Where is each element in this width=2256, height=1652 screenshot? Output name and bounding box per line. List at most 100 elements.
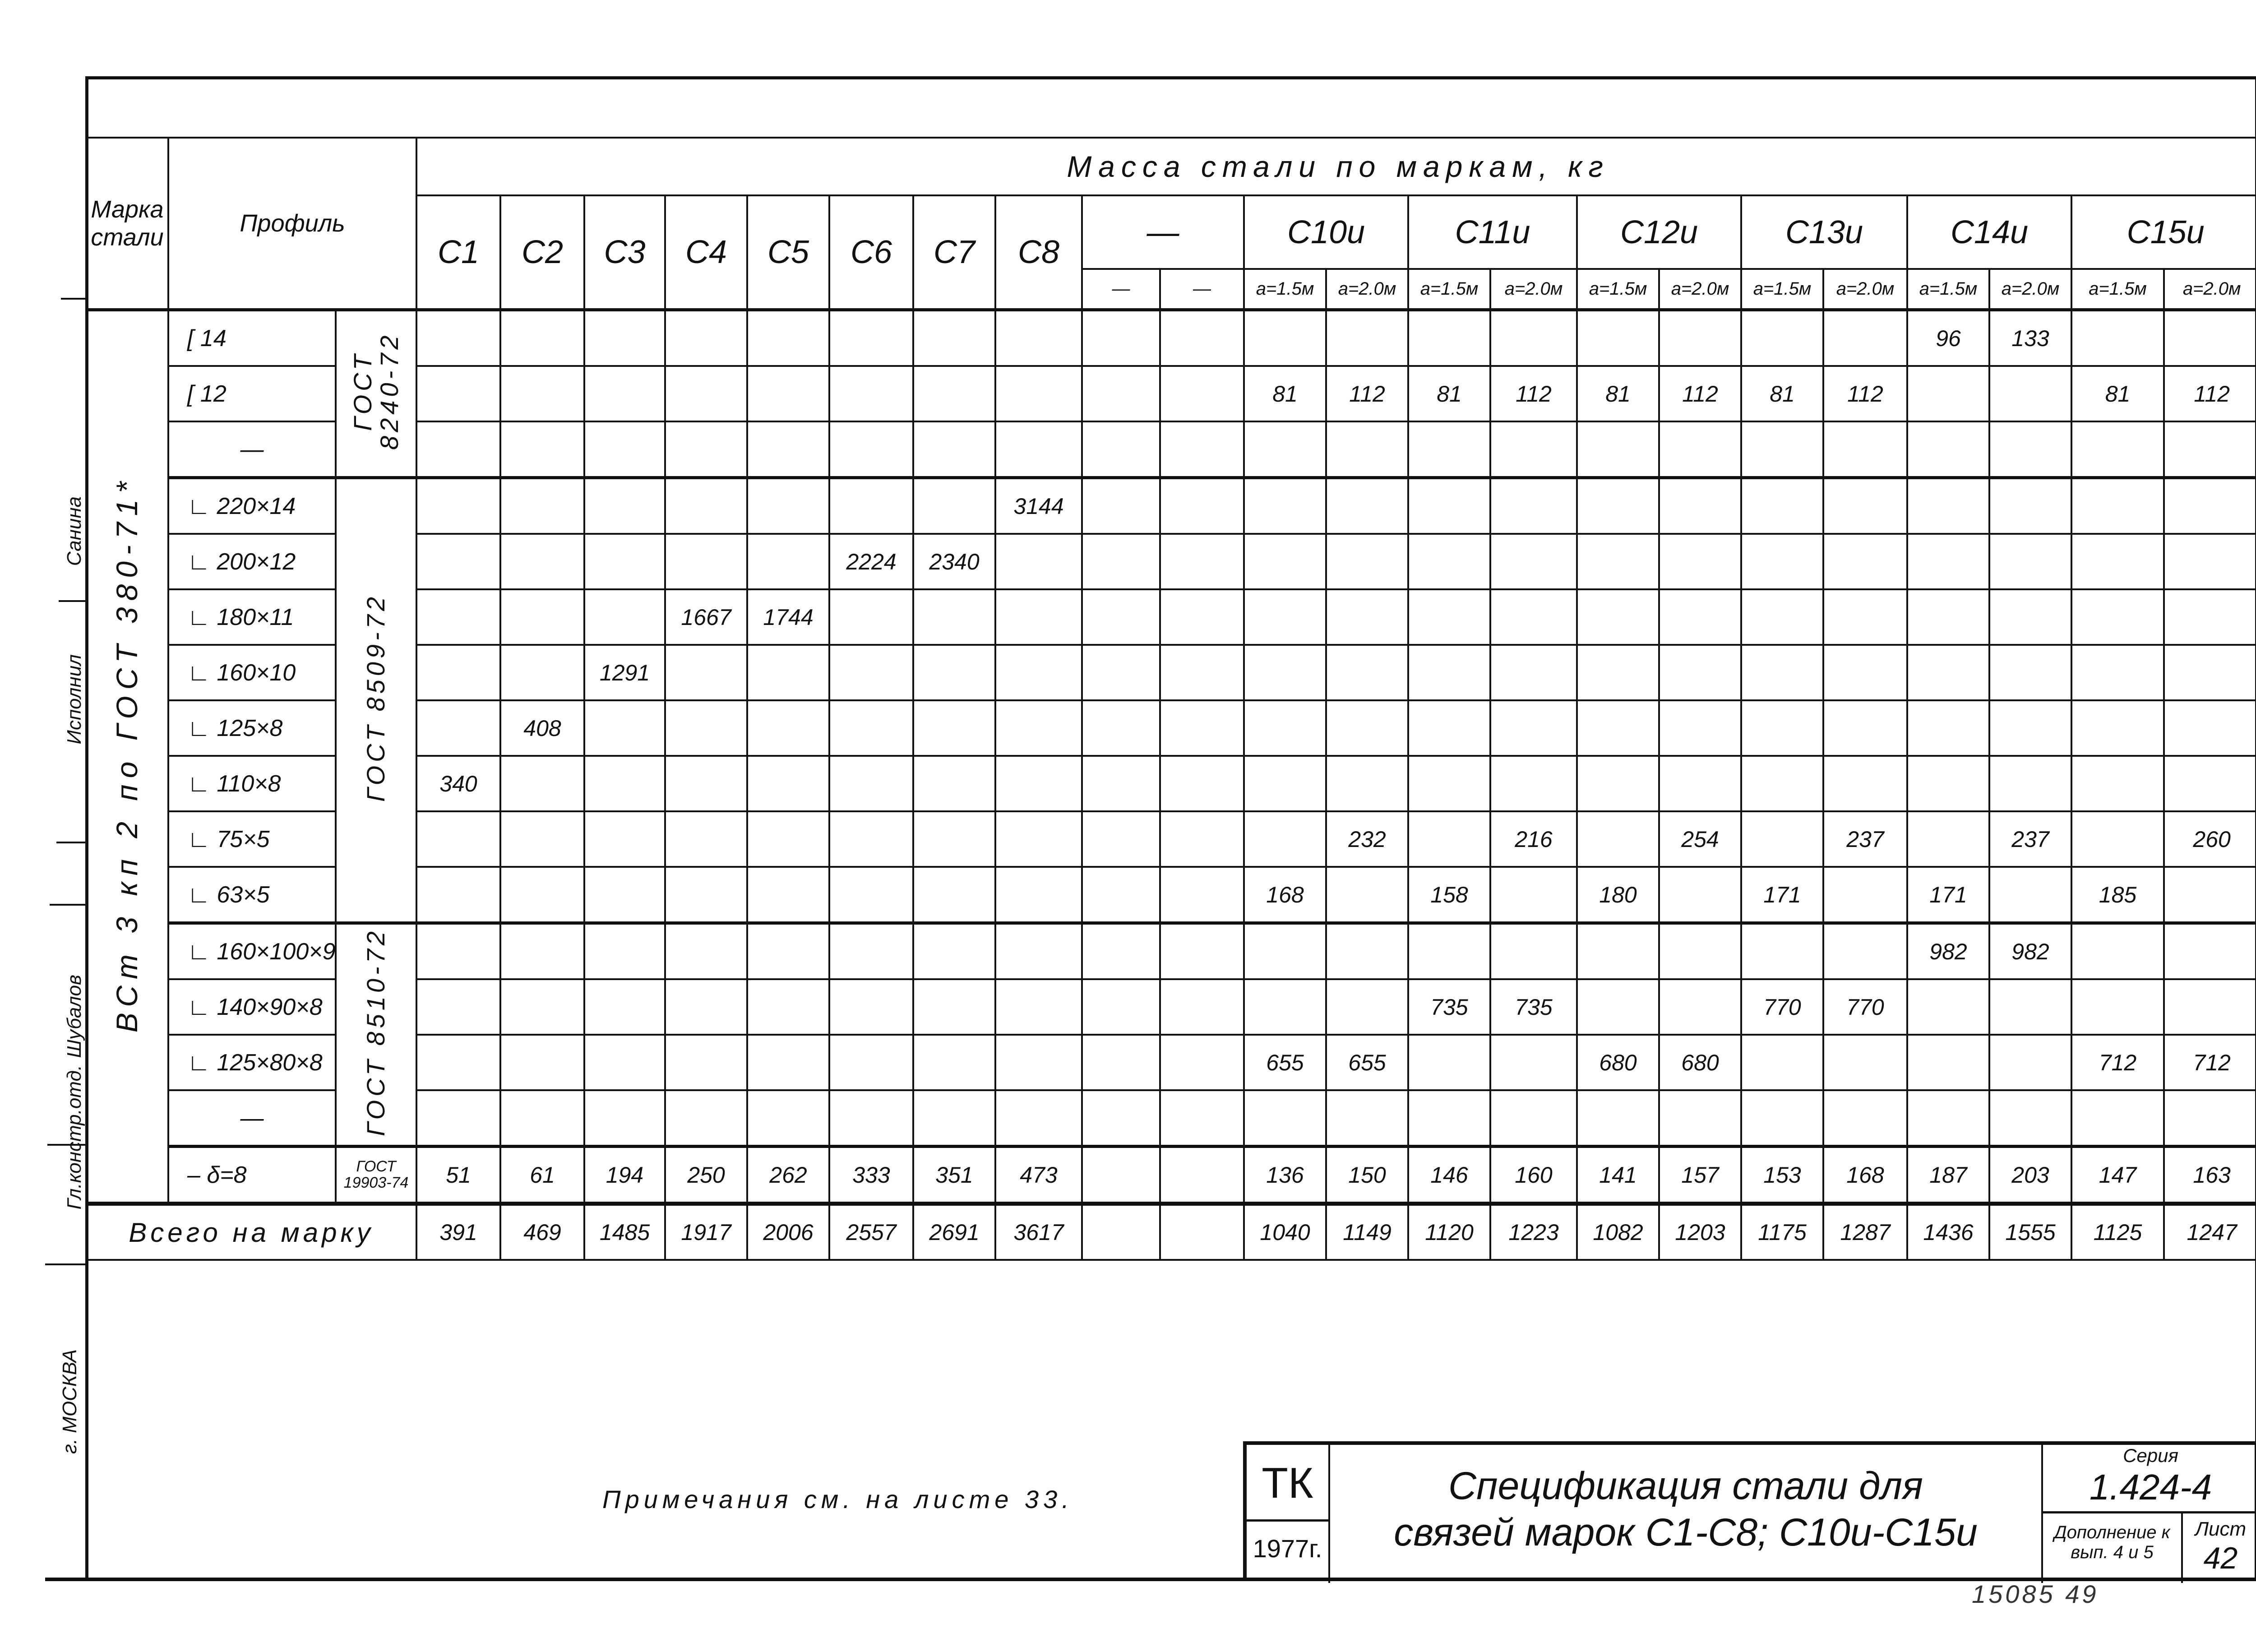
mass-value [1081,810,1161,868]
column-header: С5 [746,194,831,311]
mass-value [1325,978,1410,1036]
total-value: 1203 [1658,1202,1743,1261]
stamp-chief-label: Гл.констр.отд. [63,1065,85,1210]
table-row: ∟ 160×100×9 ГОСТ 8510-72 982 982 [86,921,2256,1148]
column-group-header: С10и [1243,194,1410,270]
mass-value [1081,755,1161,812]
mass-value [2163,644,2256,701]
mass-value [1576,588,1660,646]
mass-value [1325,644,1410,701]
profile-cell: ∟ 140×90×8 [167,978,337,1036]
mass-value [1159,476,1245,535]
mass-value [1906,978,1991,1036]
mass-value [1658,699,1743,757]
mass-value [499,588,586,646]
steel-grade-cell: ВСт 3 кп 2 по ГОСТ 380-71* [85,308,169,1205]
mass-value: 1291 [583,644,666,701]
mass-value [1658,588,1743,646]
mass-value [1325,1089,1410,1148]
mass-value [1988,755,2073,812]
mass-value [1325,308,1410,367]
total-value: 1247 [2163,1202,2256,1261]
mass-value [1243,1089,1327,1148]
profile-cell: ∟ 125×80×8 [167,1034,337,1091]
mass-value [994,810,1083,868]
sheet-label: Лист [2195,1518,2247,1540]
mass-value [416,365,502,422]
profile-cell: ∟ 110×8 [167,755,337,812]
mass-value [1159,365,1245,422]
mass-value: 770 [1740,978,1825,1036]
mass-value [994,921,1083,980]
mass-value [1243,699,1327,757]
mass-value [1407,1034,1492,1091]
mass-value [583,365,666,422]
profile-cell: — [167,421,337,479]
mass-value: 1744 [746,588,831,646]
mass-value [499,1034,586,1091]
mass-value [912,921,997,980]
mass-value [1243,588,1327,646]
mass-value: 680 [1576,1034,1660,1091]
mass-value [912,810,997,868]
mass-value [1906,365,1991,422]
mass-value [1576,755,1660,812]
total-value: 1223 [1489,1202,1578,1261]
mass-value: 150 [1325,1145,1410,1205]
mass-value [583,755,666,812]
column-subheader: a=2.0м [1822,268,1909,311]
table-row: ∟ 140×90×8 735 735 770 770 [86,978,2256,1036]
mass-value: 1667 [664,588,749,646]
mass-value [828,810,915,868]
mass-value [1159,588,1245,646]
mass-value [1489,476,1578,535]
mass-value [2163,533,2256,590]
standard-label: ГОСТ 19903-74 [343,1157,409,1191]
mass-value: 133 [1988,308,2073,367]
mass-value [499,644,586,701]
table-row: — [86,421,2256,479]
mass-value [1243,755,1327,812]
mass-value: 232 [1325,810,1410,868]
stamp-divider [56,842,85,843]
total-value: 1287 [1822,1202,1909,1261]
mass-value [1822,1034,1909,1091]
stamp-executor-name: Санина [63,496,85,566]
mass-value [1159,644,1245,701]
title-block: ТК 1977г. Спецификация стали для связей … [1243,1441,2256,1583]
mass-value [912,699,997,757]
column-group-header: С13и [1740,194,1909,270]
mass-value [994,365,1083,422]
mass-value [2163,421,2256,479]
total-value: 3617 [994,1202,1083,1261]
mass-value [583,978,666,1036]
total-value: 1120 [1407,1202,1492,1261]
mass-value [828,476,915,535]
mass-value [416,1089,502,1148]
mass-value [499,533,586,590]
mass-value [994,978,1083,1036]
mass-value [499,921,586,980]
mass-value [2071,644,2165,701]
mass-value: 260 [2163,810,2256,868]
standard-label: ГОСТ 8510-72 [361,927,390,1137]
mass-value [1822,755,1909,812]
mass-value [1906,755,1991,812]
mass-value [1906,699,1991,757]
mass-value [1243,533,1327,590]
mass-value [2163,755,2256,812]
mass-value [994,1089,1083,1148]
mass-value [664,866,749,924]
note-text: Примечания см. на листе 33. [602,1485,1073,1513]
mass-value [1489,588,1578,646]
mass-value: 254 [1658,810,1743,868]
mass-value [1081,1089,1161,1148]
mass-value [2071,978,2165,1036]
mass-value [583,866,666,924]
mass-value [1740,588,1825,646]
mass-value [1243,421,1327,479]
mass-value [1081,699,1161,757]
total-value: 1082 [1576,1202,1660,1261]
mass-value [1988,644,2073,701]
mass-value [2163,476,2256,535]
